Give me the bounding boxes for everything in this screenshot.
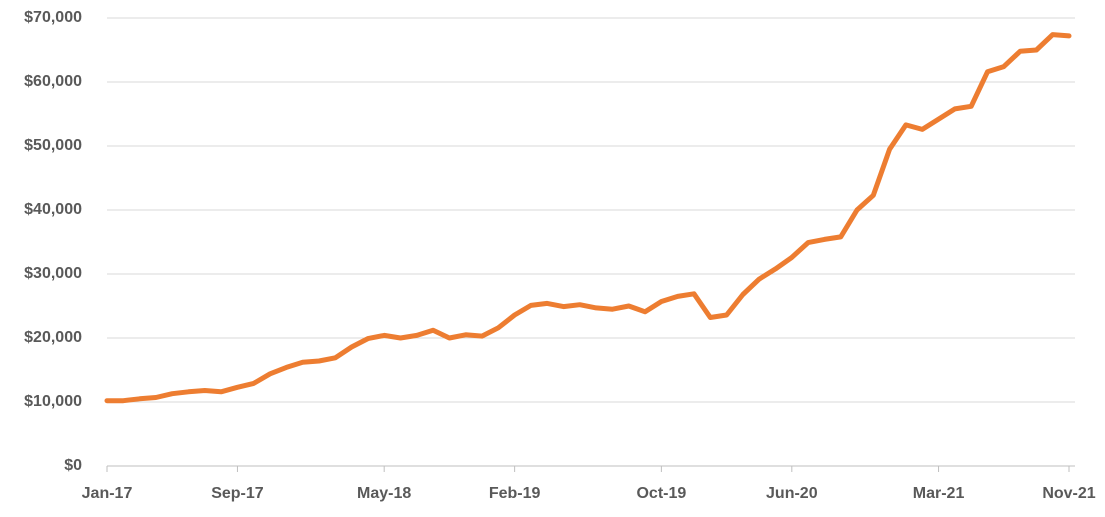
x-tick-label: May-18 [357,485,411,502]
data-line [104,32,1072,404]
y-tick-label: $70,000 [24,9,82,26]
y-tick-label: $40,000 [24,201,82,218]
y-tick-label: $60,000 [24,73,82,90]
x-tick-label: Oct-19 [636,485,686,502]
y-tick-label: $0 [64,457,82,474]
x-tick-label: Jun-20 [766,485,818,502]
x-tick-label: Jan-17 [82,485,133,502]
x-tick-label: Feb-19 [489,485,541,502]
x-tick-label: Sep-17 [211,485,264,502]
y-tick-label: $30,000 [24,265,82,282]
y-tick-label: $50,000 [24,137,82,154]
y-tick-label: $10,000 [24,393,82,410]
y-tick-label: $20,000 [24,329,82,346]
x-tick-label: Nov-21 [1042,485,1095,502]
x-tick-label: Mar-21 [913,485,965,502]
